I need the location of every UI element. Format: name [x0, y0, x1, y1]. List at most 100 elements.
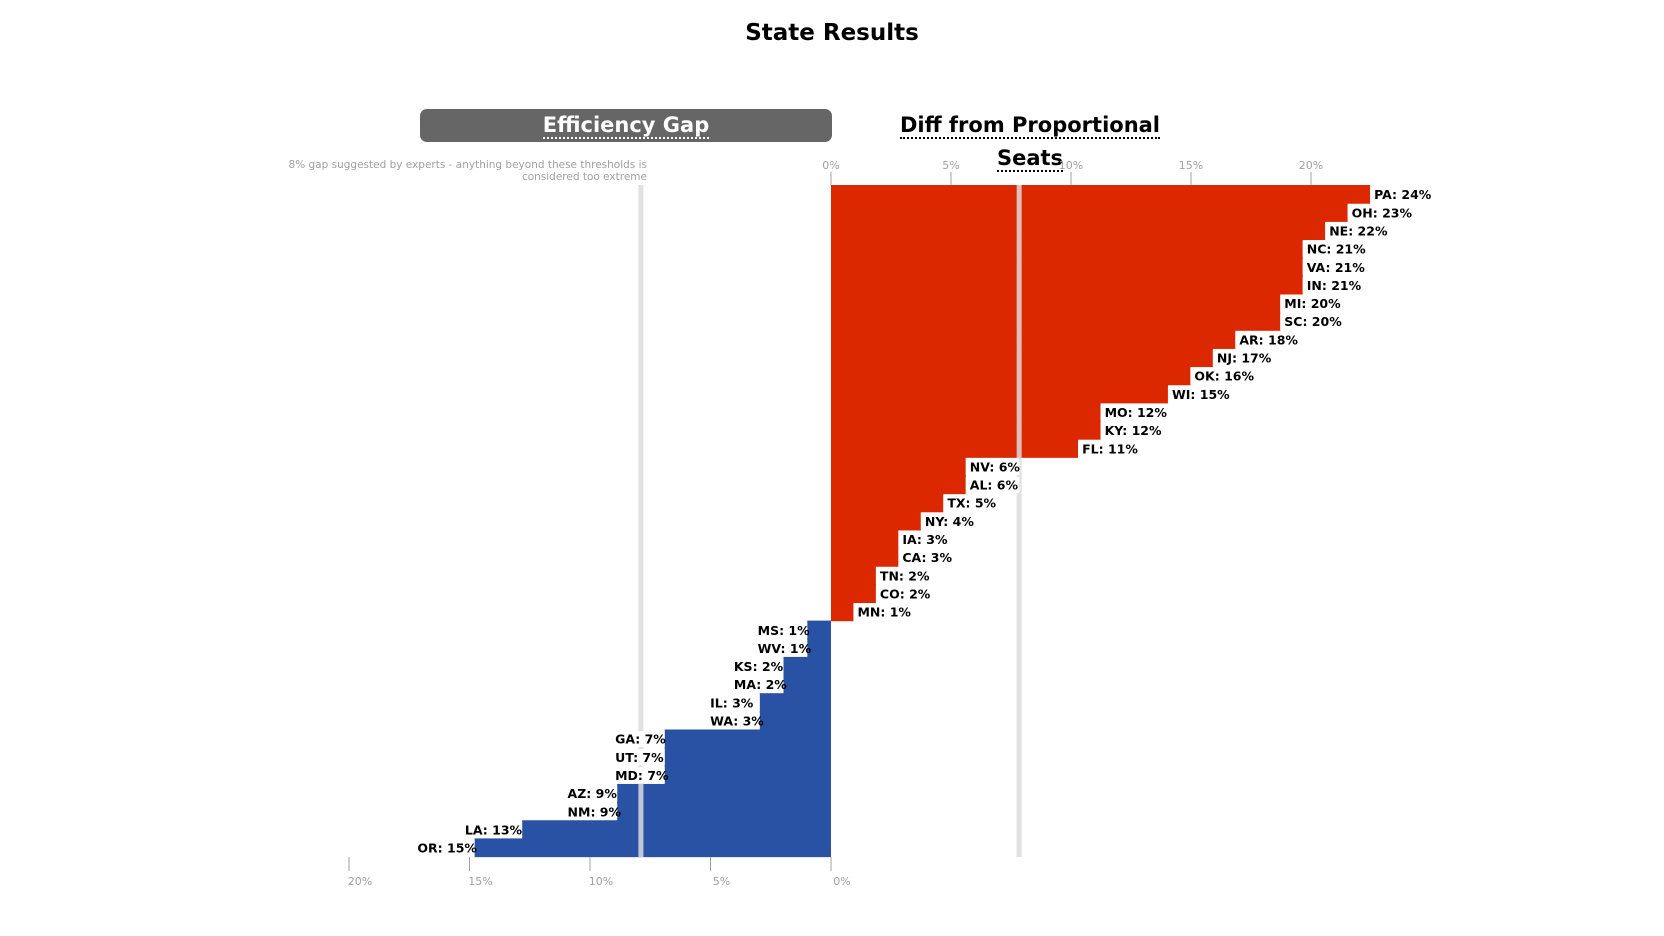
label-ma: MA: 2% — [734, 677, 787, 692]
label-bg-tx — [943, 495, 997, 512]
bar-az[interactable] — [617, 783, 831, 803]
label-ks: KS: 2% — [734, 659, 784, 674]
bar-ms[interactable] — [807, 620, 831, 640]
label-bg-oh — [1347, 204, 1409, 221]
label-bg-mn — [853, 603, 908, 621]
bar-la[interactable] — [522, 820, 831, 839]
label-pa: PA: 24% — [1374, 187, 1432, 202]
bar-ks[interactable] — [783, 656, 831, 676]
label-bg-nj — [1212, 349, 1275, 366]
bar-co[interactable] — [831, 584, 876, 604]
bar-fl[interactable] — [831, 439, 1079, 458]
bar-md[interactable] — [664, 765, 831, 785]
bar-nm[interactable] — [617, 802, 831, 821]
bar-ma[interactable] — [783, 675, 831, 694]
label-bg-wa — [706, 712, 760, 729]
label-bg-ma — [729, 676, 784, 693]
label-bg-ar — [1235, 331, 1297, 348]
label-nj: NJ: 17% — [1217, 351, 1272, 366]
bar-oh[interactable] — [831, 203, 1348, 222]
label-bg-wv — [753, 640, 808, 657]
label-al: AL: 6% — [970, 478, 1019, 493]
bottom-axis-label-20: 20% — [348, 875, 372, 888]
label-nc: NC: 21% — [1307, 242, 1366, 257]
bar-mi[interactable] — [831, 293, 1281, 313]
top-axis-label-20: 20% — [1299, 159, 1323, 172]
top-axis-label-5: 5% — [942, 159, 959, 172]
tab-efficiency-gap-label: Efficiency Gap — [542, 113, 710, 139]
bar-sc[interactable] — [831, 312, 1281, 331]
bar-va[interactable] — [831, 257, 1303, 277]
top-axis-label-15: 15% — [1179, 159, 1203, 172]
bar-ia[interactable] — [831, 529, 899, 549]
bar-in[interactable] — [831, 275, 1303, 295]
bottom-axis-label-15: 15% — [468, 875, 492, 888]
bar-wa[interactable] — [759, 711, 831, 731]
page-title: State Results — [745, 20, 919, 46]
label-bg-ut — [611, 749, 665, 766]
label-bg-mi — [1280, 295, 1342, 312]
bar-nv[interactable] — [831, 457, 966, 476]
label-la: LA: 13% — [465, 822, 523, 837]
bar-pa[interactable] — [831, 185, 1371, 204]
bar-mn[interactable] — [831, 602, 854, 622]
label-bg-ms — [753, 622, 808, 639]
bar-wv[interactable] — [807, 638, 831, 658]
label-bg-il — [706, 694, 760, 711]
bar-ky[interactable] — [831, 420, 1101, 440]
bar-tn[interactable] — [831, 566, 876, 585]
label-bg-pa — [1370, 186, 1432, 203]
label-md: MD: 7% — [615, 768, 669, 783]
bar-mo[interactable] — [831, 402, 1101, 422]
bar-nc[interactable] — [831, 239, 1303, 259]
label-mi: MI: 20% — [1284, 296, 1341, 311]
bar-al[interactable] — [831, 475, 966, 495]
label-bg-in — [1302, 277, 1364, 294]
label-bg-ga — [611, 731, 665, 748]
bar-il[interactable] — [759, 693, 831, 712]
threshold-line-right — [1016, 185, 1022, 857]
label-wa: WA: 3% — [710, 714, 764, 729]
label-bg-ok — [1190, 368, 1252, 385]
label-nm: NM: 9% — [568, 804, 622, 819]
threshold-line-left — [638, 185, 644, 857]
bar-ca[interactable] — [831, 548, 899, 567]
bar-ga[interactable] — [664, 729, 831, 749]
top-axis-label-0: 0% — [822, 159, 839, 172]
bar-ut[interactable] — [664, 747, 831, 767]
tab-efficiency-gap[interactable]: Efficiency Gap — [420, 109, 832, 142]
label-bg-tn — [875, 567, 930, 584]
label-bg-ks — [729, 658, 784, 675]
bar-wi[interactable] — [831, 384, 1168, 404]
label-bg-ny — [920, 513, 975, 530]
bottom-axis-label-0: 0% — [833, 875, 850, 888]
label-az: AZ: 9% — [568, 786, 618, 801]
bar-ok[interactable] — [831, 366, 1191, 386]
label-bg-wi — [1167, 386, 1230, 403]
bar-or[interactable] — [474, 838, 831, 858]
label-ne: NE: 22% — [1329, 223, 1388, 238]
bottom-axis-label-10: 10% — [589, 875, 613, 888]
label-bg-az — [563, 785, 618, 802]
bar-tx[interactable] — [831, 493, 944, 513]
label-bg-ne — [1325, 222, 1387, 239]
tab-diff-proportional-label: Diff from Proportional Seats — [899, 113, 1161, 172]
bar-ny[interactable] — [831, 511, 921, 531]
bar-ne[interactable] — [831, 221, 1326, 241]
tab-diff-from-proportional-seats[interactable]: Diff from Proportional Seats — [880, 109, 1180, 172]
threshold-note: 8% gap suggested by experts - anything b… — [288, 159, 647, 183]
label-bg-nc — [1302, 240, 1364, 258]
label-or: OR: 15% — [417, 841, 477, 856]
label-bg-al — [965, 476, 1020, 494]
label-ky: KY: 12% — [1105, 423, 1162, 438]
top-axis-label-10: 10% — [1059, 159, 1083, 172]
bar-nj[interactable] — [831, 348, 1213, 368]
bar-ar[interactable] — [831, 330, 1236, 349]
label-ca: CA: 3% — [902, 550, 952, 565]
label-ar: AR: 18% — [1239, 332, 1298, 347]
label-bg-nv — [965, 458, 1020, 475]
label-oh: OH: 23% — [1352, 205, 1413, 220]
label-tn: TN: 2% — [880, 568, 930, 583]
label-bg-nm — [563, 803, 618, 820]
label-bg-la — [460, 821, 523, 838]
